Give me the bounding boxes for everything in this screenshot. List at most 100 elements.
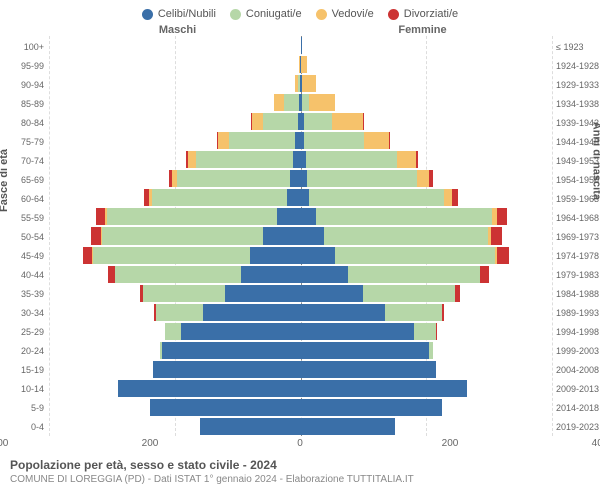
x-tick-label: 200 [442, 438, 459, 449]
left-axis-title: Fasce di età [0, 149, 10, 212]
year-label: 1984-1988 [552, 284, 600, 303]
pyramid-row [49, 341, 552, 360]
bar-seg-coniugati [307, 170, 417, 187]
pyramid-row [49, 265, 552, 284]
header-male: Maschi [55, 24, 300, 36]
female-half [301, 189, 553, 206]
bar-seg-coniugati [143, 285, 225, 302]
female-half [301, 304, 553, 321]
age-label: 85-89 [0, 95, 48, 114]
legend-item: Vedovi/e [316, 8, 374, 20]
female-half [301, 113, 553, 130]
age-label: 50-54 [0, 228, 48, 247]
right-axis-title: Anni di nascita [590, 122, 600, 200]
age-label: 30-34 [0, 303, 48, 322]
pyramid-row [49, 188, 552, 207]
bar-seg-coniugati [309, 189, 444, 206]
bar-seg-coniugati [363, 285, 454, 302]
bar-seg-celibi [301, 418, 395, 435]
age-label: 25-29 [0, 322, 48, 341]
female-half [301, 94, 553, 111]
bar-seg-coniugati [102, 227, 262, 244]
year-label: 1989-1993 [552, 303, 600, 322]
bar-seg-coniugati [316, 208, 492, 225]
bar-seg-vedovi [309, 94, 335, 111]
bar-seg-celibi [301, 361, 436, 378]
legend-swatch [230, 9, 241, 20]
age-label: 10-14 [0, 379, 48, 398]
female-half [301, 285, 553, 302]
pyramid-row [49, 246, 552, 265]
male-half [49, 361, 301, 378]
bar-seg-divorziati [452, 189, 458, 206]
bar-seg-coniugati [177, 170, 290, 187]
bar-seg-celibi [200, 418, 301, 435]
x-tick-label: 400 [592, 438, 600, 449]
female-half [301, 132, 553, 149]
legend: Celibi/Nubili Coniugati/e Vedovi/e Divorzia… [0, 0, 600, 24]
pyramid-row [49, 360, 552, 379]
bar-seg-coniugati [229, 132, 295, 149]
bar-seg-celibi [287, 189, 301, 206]
bar-seg-vedovi [332, 113, 363, 130]
pyramid-row [49, 284, 552, 303]
gender-header: Maschi Femmine [0, 24, 600, 36]
legend-swatch [142, 9, 153, 20]
female-half [301, 37, 553, 54]
pyramid-row [49, 226, 552, 245]
bar-seg-coniugati [304, 132, 364, 149]
age-label: 95-99 [0, 57, 48, 76]
male-half [49, 304, 301, 321]
pyramid-row [49, 36, 552, 55]
male-half [49, 151, 301, 168]
chart-subtitle: COMUNE DI LOREGGIA (PD) - Dati ISTAT 1° … [10, 472, 590, 485]
bar-seg-divorziati [83, 247, 92, 264]
pyramid-row [49, 398, 552, 417]
male-half [49, 399, 301, 416]
pyramid-row [49, 379, 552, 398]
male-half [49, 132, 301, 149]
bar-seg-divorziati [416, 151, 419, 168]
age-label: 100+ [0, 38, 48, 57]
year-labels: ≤ 19231924-19281929-19331934-19381939-19… [552, 36, 600, 436]
bar-seg-coniugati [414, 323, 436, 340]
year-label: 2014-2018 [552, 398, 600, 417]
bar-seg-celibi [225, 285, 300, 302]
bar-seg-coniugati [348, 266, 480, 283]
year-label: 2009-2013 [552, 379, 600, 398]
pyramid-row [49, 169, 552, 188]
legend-label: Celibi/Nubili [158, 8, 216, 20]
year-label: 1999-2003 [552, 341, 600, 360]
bar-seg-divorziati [480, 266, 489, 283]
legend-label: Divorziati/e [404, 8, 458, 20]
bar-seg-celibi [301, 399, 442, 416]
legend-label: Coniugati/e [246, 8, 302, 20]
bar-seg-coniugati [165, 323, 181, 340]
bar-seg-divorziati [429, 170, 433, 187]
bar-seg-celibi [277, 208, 301, 225]
female-half [301, 323, 553, 340]
age-label: 90-94 [0, 76, 48, 95]
male-half [49, 285, 301, 302]
bar-seg-celibi [263, 227, 301, 244]
female-half [301, 227, 553, 244]
year-label: 1929-1933 [552, 76, 600, 95]
footer: Popolazione per età, sesso e stato civil… [0, 452, 600, 485]
age-label: 80-84 [0, 114, 48, 133]
year-label: 1994-1998 [552, 322, 600, 341]
bar-seg-celibi [293, 151, 301, 168]
male-half [49, 56, 301, 73]
bar-seg-coniugati [284, 94, 300, 111]
bar-seg-celibi [153, 361, 301, 378]
year-label: 1924-1928 [552, 57, 600, 76]
male-half [49, 342, 301, 359]
bar-seg-celibi [118, 380, 300, 397]
bar-seg-coniugati [93, 247, 250, 264]
male-half [49, 94, 301, 111]
pyramid-row [49, 322, 552, 341]
pyramid-row [49, 131, 552, 150]
age-label: 20-24 [0, 341, 48, 360]
bar-seg-celibi [250, 247, 300, 264]
year-label: ≤ 1923 [552, 38, 600, 57]
bar-seg-vedovi [302, 75, 316, 92]
